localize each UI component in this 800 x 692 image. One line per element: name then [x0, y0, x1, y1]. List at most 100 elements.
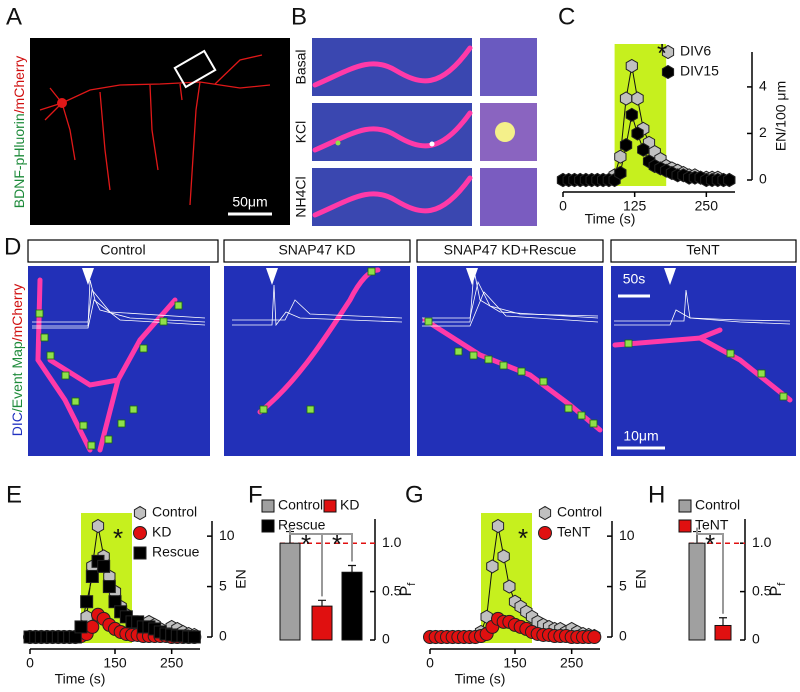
- error-bar: [719, 617, 727, 626]
- condition-header: [223, 239, 411, 263]
- bar: [279, 542, 301, 641]
- panel-label: G: [405, 481, 424, 508]
- y-tick-label: 10: [219, 527, 235, 543]
- condition-label: SNAP47 KD+Rescue: [444, 242, 577, 258]
- legend-swatch: [133, 505, 147, 521]
- annotation: *: [332, 529, 342, 559]
- condition-header: [610, 239, 797, 263]
- image-label: BDNF-pHluorin/mCherry: [11, 56, 27, 208]
- scale-bar-label: 10μm: [623, 428, 658, 444]
- panel-label: A: [6, 3, 22, 30]
- legend-swatch: [538, 505, 552, 521]
- y-axis-label: EN: [233, 569, 249, 588]
- legend-swatch: [661, 64, 675, 80]
- row-label: NH4Cl: [293, 176, 309, 217]
- data-point: [619, 138, 633, 153]
- error-bar: [318, 599, 326, 607]
- x-tick-label: 0: [426, 655, 434, 671]
- y-label-sub: f: [776, 582, 788, 586]
- y-tick-label: 0: [759, 171, 767, 187]
- annotation: *: [657, 38, 667, 68]
- data-point: [74, 620, 88, 634]
- legend-swatch: [261, 519, 275, 533]
- y-tick-label: 0: [752, 631, 760, 647]
- legend-swatch: [538, 526, 552, 540]
- annotation: *: [113, 523, 123, 553]
- legend-swatch: [133, 526, 147, 540]
- event: [495, 122, 515, 142]
- data-point: [491, 518, 505, 534]
- y-tick-label: 2: [759, 124, 767, 140]
- micrograph: [30, 38, 290, 225]
- y-label-sub: f: [406, 582, 418, 586]
- neurite: [35, 277, 178, 453]
- row-label: KCl: [293, 121, 309, 144]
- y-axis-label: EN/100 μm: [773, 81, 789, 151]
- significance-bracket: [696, 527, 724, 614]
- y-tick-label: 1.0: [382, 534, 402, 550]
- neurite: [612, 327, 793, 403]
- legend-label: KD: [340, 497, 359, 513]
- x-tick-label: 0: [559, 198, 567, 214]
- x-axis-label: Time (s): [55, 671, 106, 687]
- x-tick-label: 250: [160, 655, 184, 671]
- bar: [714, 624, 732, 641]
- panel-b: Basal KCl NH4Cl: [293, 38, 537, 226]
- legend-swatch: [678, 519, 692, 533]
- neurite: [312, 175, 473, 218]
- x-axis-label: Time (s): [585, 211, 636, 227]
- time-bar-label: 50s: [623, 271, 646, 287]
- data-point: [503, 579, 516, 594]
- data-point: [614, 149, 627, 164]
- data-point: [91, 518, 105, 534]
- data-point: [631, 126, 644, 141]
- y-axis-label: EN: [633, 569, 649, 588]
- x-tick-label: 150: [503, 655, 527, 671]
- y-tick-label: 0: [619, 628, 627, 644]
- bar: [311, 605, 333, 641]
- legend-label: Control: [152, 504, 197, 520]
- annotation: *: [705, 529, 715, 559]
- legend-label: TeNT: [557, 524, 591, 540]
- panel-label: B: [291, 3, 307, 30]
- y-axis-label: Pf: [398, 582, 418, 597]
- y-tick-label: 5: [619, 577, 627, 593]
- legend-label: Control: [695, 497, 740, 513]
- data-point: [637, 142, 650, 157]
- data-point: [614, 165, 627, 181]
- panel-d: DIC/Event Map/mCherry Control SNAP47 KD …: [9, 239, 797, 456]
- legend-swatch: [133, 546, 147, 560]
- row-label: Basal: [293, 49, 309, 84]
- y-tick-label: 0.5: [382, 582, 402, 598]
- panel-label: D: [4, 233, 21, 260]
- error-bar: [348, 564, 356, 573]
- panel-label: C: [558, 3, 575, 30]
- data-point: [619, 91, 633, 106]
- x-tick-label: 150: [103, 655, 127, 671]
- x-tick-label: 250: [560, 655, 584, 671]
- legend-label: KD: [152, 524, 171, 540]
- legend-label: Control: [557, 504, 602, 520]
- legend-swatch: [323, 499, 337, 513]
- data-point: [631, 91, 644, 106]
- annotation: *: [301, 529, 311, 559]
- panel-label: H: [648, 481, 665, 508]
- data-point: [625, 58, 638, 74]
- panel-label: F: [248, 481, 263, 508]
- y-axis-label: Pf: [768, 582, 788, 597]
- legend-swatch: [661, 44, 675, 60]
- neurite: [312, 45, 473, 88]
- condition-label: Control: [100, 242, 145, 258]
- bar: [341, 571, 363, 641]
- neurite: [312, 110, 473, 153]
- label-part: BDNF-pHluorin: [11, 113, 27, 208]
- y-tick-label: 0: [219, 628, 227, 644]
- micrograph-zoom: [480, 38, 537, 96]
- image-label: DIC/Event Map/mCherry: [9, 284, 25, 437]
- legend-label: TeNT: [695, 517, 729, 533]
- data-point: [85, 569, 99, 583]
- y-tick-label: 1.0: [752, 534, 772, 550]
- legend-swatch: [678, 499, 692, 513]
- data-point: [625, 107, 638, 122]
